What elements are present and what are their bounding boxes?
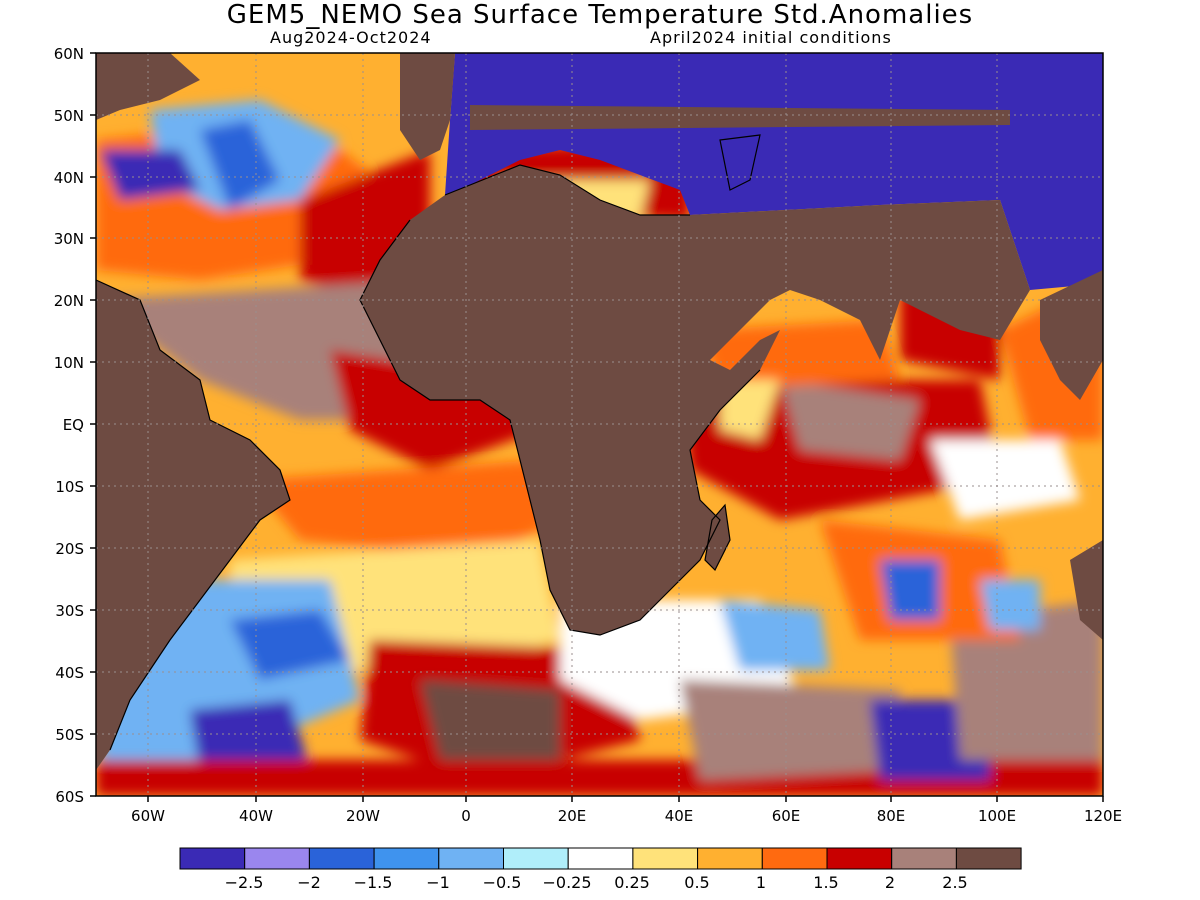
colorbar-swatch xyxy=(567,847,634,870)
lat-label-10s: 10S xyxy=(55,478,84,496)
colorbar-swatch xyxy=(179,847,246,870)
colorbar-label: −0.5 xyxy=(483,873,522,892)
colorbar-swatch xyxy=(632,847,699,870)
lon-label-120e: 120E xyxy=(1084,807,1122,825)
lon-label-60w: 60W xyxy=(131,807,165,825)
subtitle-period: Aug2024-Oct2024 xyxy=(270,28,432,47)
lon-label-40e: 40E xyxy=(665,807,694,825)
colorbar-label: −2.5 xyxy=(225,873,264,892)
lat-label-40s: 40S xyxy=(55,664,84,682)
colorbar-swatch xyxy=(308,847,375,870)
lat-label-eq: EQ xyxy=(63,416,84,434)
colorbar-swatch xyxy=(438,847,504,870)
colorbar-label: −1.5 xyxy=(354,873,393,892)
lon-label-0: 0 xyxy=(461,807,471,825)
colorbar-label: 1 xyxy=(756,873,766,892)
lat-label-30n: 30N xyxy=(54,230,84,248)
lon-label-20e: 20E xyxy=(558,807,587,825)
lon-label-100e: 100E xyxy=(978,807,1016,825)
colorbar-swatch xyxy=(697,847,763,870)
lat-label-40n: 40N xyxy=(54,169,84,187)
map-field xyxy=(96,53,1103,796)
lat-label-20s: 20S xyxy=(55,540,84,558)
graticule xyxy=(96,53,1103,796)
lat-label-30s: 30S xyxy=(55,602,84,620)
colorbar-swatch xyxy=(891,847,957,870)
lat-label-60s: 60S xyxy=(55,788,84,806)
lat-label-50s: 50S xyxy=(55,726,84,744)
lat-label-50n: 50N xyxy=(54,107,84,125)
colorbar-swatch xyxy=(761,847,828,870)
lat-label-20n: 20N xyxy=(54,292,84,310)
colorbar-label: −2 xyxy=(297,873,321,892)
colorbar-label: 0.5 xyxy=(684,873,709,892)
colorbar xyxy=(179,847,1022,870)
colorbar-swatch xyxy=(955,847,1022,870)
lon-label-60e: 60E xyxy=(772,807,801,825)
colorbar-label: 0.25 xyxy=(614,873,650,892)
lon-label-20w: 20W xyxy=(346,807,380,825)
colorbar-swatch xyxy=(244,847,310,870)
colorbar-swatch xyxy=(826,847,893,870)
colorbar-swatch xyxy=(373,847,440,870)
lon-label-80e: 80E xyxy=(877,807,906,825)
colorbar-label: −0.25 xyxy=(542,873,591,892)
colorbar-label: 2.5 xyxy=(942,873,967,892)
colorbar-labels: −2.5 −2 −1.5 −1 −0.5 −0.25 0.25 0.5 1 1.… xyxy=(225,873,968,892)
lon-label-40w: 40W xyxy=(239,807,273,825)
colorbar-label: 1.5 xyxy=(813,873,838,892)
subtitle-initial-conditions: April2024 initial conditions xyxy=(650,28,892,47)
map-title: GEM5_NEMO Sea Surface Temperature Std.An… xyxy=(226,0,974,30)
colorbar-swatch xyxy=(503,847,569,870)
colorbar-label: −1 xyxy=(426,873,450,892)
lat-label-60n: 60N xyxy=(54,45,84,63)
lat-label-10n: 10N xyxy=(54,354,84,372)
colorbar-label: 2 xyxy=(885,873,895,892)
